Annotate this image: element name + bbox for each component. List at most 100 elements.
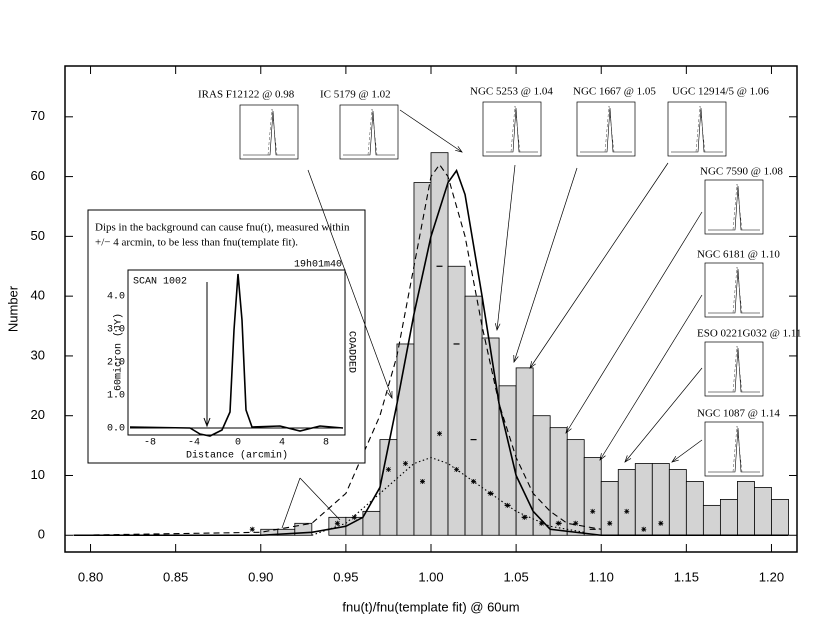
y-axis-label: Number (5, 285, 20, 332)
thumbnail-frame (239, 104, 299, 160)
bar (379, 439, 398, 536)
y-tick-label: 0 (38, 527, 45, 542)
inset-time: 19h01m40 (294, 259, 342, 271)
callout-label: UGC 12914/5 @ 1.06 (672, 86, 769, 98)
thumbnail (704, 179, 764, 235)
thumbnail-dash (604, 105, 615, 153)
callout-arrow (565, 211, 703, 434)
inset-y-tick-label: 1.0 (107, 391, 125, 402)
thumbnail-profile (708, 427, 760, 473)
bar (294, 522, 313, 536)
inset-x-tick-label: 0 (235, 438, 241, 449)
curve (73, 168, 789, 537)
thumbnail (482, 101, 542, 157)
y-tick-label: 10 (31, 467, 45, 482)
callout-arrow-head (624, 455, 632, 463)
callout-arrow (496, 164, 516, 331)
callout-arrow (529, 162, 669, 369)
x-tick-label: 0.85 (163, 569, 188, 584)
inset-plot-frame (127, 269, 346, 436)
thumbnail-dash (267, 108, 278, 156)
bar (583, 457, 602, 536)
thumbnail-profile (708, 347, 760, 393)
thumbnail-frame (704, 421, 764, 477)
inset-side-label: COADDED (345, 331, 356, 373)
thumbnail (576, 101, 636, 157)
y-tick-label: 50 (31, 228, 45, 243)
bar (685, 481, 704, 536)
inset-profile (129, 273, 344, 437)
thumbnail (704, 341, 764, 397)
inset-x-tick-label: -4 (188, 438, 200, 449)
x-tick-label: 0.80 (78, 569, 103, 584)
inset-arrow (281, 477, 301, 529)
bar (345, 516, 364, 536)
x-tick-label: 0.95 (333, 569, 358, 584)
thumbnail-frame (704, 179, 764, 235)
thumbnail-profile (243, 110, 295, 156)
y-tick-label: 20 (31, 407, 45, 422)
callout-arrow-head (671, 455, 679, 463)
y-tick-label: 30 (31, 347, 45, 362)
bar (754, 487, 772, 536)
bar (464, 295, 483, 536)
bar (668, 469, 687, 536)
bar (600, 481, 619, 536)
callout-label: NGC 1087 @ 1.14 (697, 408, 780, 420)
inset-arrow (299, 477, 341, 521)
callout-label: IC 5179 @ 1.02 (320, 89, 391, 101)
x-tick-label: 1.00 (418, 569, 443, 584)
thumbnail (704, 421, 764, 477)
plot-layer (73, 152, 789, 537)
thumbnail (704, 262, 764, 318)
inset-y-label: 60micron (JY) (113, 313, 125, 391)
curve (73, 163, 602, 536)
curve (311, 456, 585, 536)
star-marker (437, 431, 443, 437)
inset-x-label: Distance (arcmin) (186, 450, 288, 462)
callout-label: NGC 5253 @ 1.04 (470, 86, 553, 98)
callout-label: NGC 1667 @ 1.05 (573, 86, 656, 98)
bar (447, 265, 466, 536)
bar (617, 469, 636, 536)
callout-arrow-head (513, 354, 519, 363)
thumbnail-dash (695, 105, 706, 153)
star-marker (641, 526, 647, 532)
star-marker (607, 520, 613, 526)
callout-arrow (599, 294, 703, 461)
callout-arrow-head (565, 426, 572, 434)
thumbnail-dash (367, 108, 378, 156)
star-marker (385, 467, 391, 473)
x-tick-label: 1.10 (589, 569, 614, 584)
bar (515, 367, 534, 536)
bar (702, 504, 721, 536)
thumbnail-frame (704, 341, 764, 397)
bar (771, 498, 789, 536)
thumbnail-dash (732, 266, 743, 314)
inset-note: +/− 4 arcmin, to be less than fnu(templa… (95, 237, 298, 249)
thumbnail-profile (580, 107, 632, 153)
thumbnail-dash (732, 425, 743, 473)
inset-y-tick-label: 0.0 (107, 424, 125, 435)
callout-arrow-head (599, 453, 606, 461)
star-marker (471, 478, 477, 484)
thumbnail-frame (482, 101, 542, 157)
thumbnail (339, 104, 399, 160)
x-tick-label: 0.90 (248, 569, 273, 584)
bar (362, 510, 381, 536)
star-marker (624, 508, 630, 514)
thumbnail-profile (671, 107, 723, 153)
thumbnail-frame (704, 262, 764, 318)
bar (532, 415, 551, 536)
callout-arrow-head (494, 323, 501, 332)
inset-note: Dips in the background can cause fnu(t),… (95, 222, 350, 234)
thumbnail-profile (708, 268, 760, 314)
y-tick-label: 70 (31, 108, 45, 123)
thumbnail-profile (343, 110, 395, 156)
thumbnail (667, 101, 727, 157)
star-marker (351, 514, 357, 520)
star-marker (402, 461, 408, 467)
inset-y-tick-label: 3.0 (107, 325, 125, 336)
inset-x-tick-label: 4 (279, 438, 285, 449)
